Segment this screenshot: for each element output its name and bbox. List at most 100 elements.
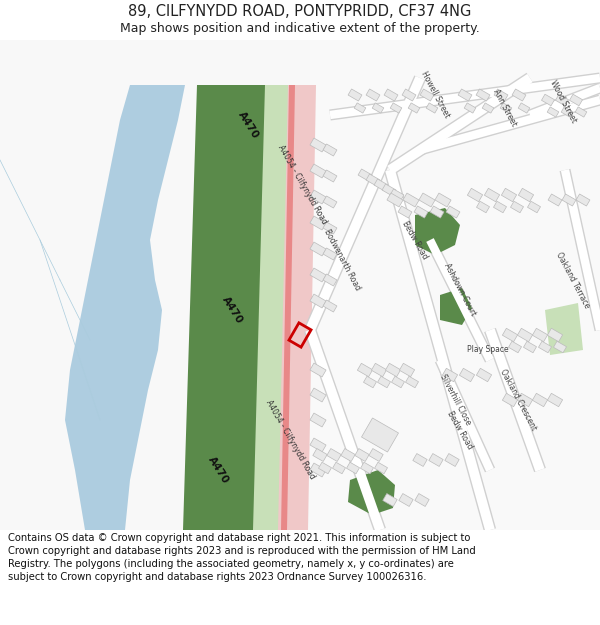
- Polygon shape: [415, 208, 460, 255]
- Polygon shape: [512, 89, 526, 101]
- Polygon shape: [413, 454, 427, 466]
- Polygon shape: [476, 89, 490, 101]
- Polygon shape: [547, 328, 563, 342]
- Polygon shape: [547, 393, 563, 407]
- Polygon shape: [518, 188, 533, 202]
- Polygon shape: [310, 463, 326, 477]
- Text: A4054 - Cilfynydd Road: A4054 - Cilfynydd Road: [263, 399, 316, 481]
- Polygon shape: [426, 103, 438, 113]
- Text: Oakland Terrace: Oakland Terrace: [554, 251, 592, 309]
- Polygon shape: [553, 341, 566, 352]
- Text: Contains OS data © Crown copyright and database right 2021. This information is : Contains OS data © Crown copyright and d…: [8, 533, 476, 582]
- Text: A470: A470: [206, 454, 230, 486]
- Polygon shape: [348, 470, 395, 515]
- Polygon shape: [419, 193, 435, 207]
- Text: Ann Street: Ann Street: [491, 88, 518, 128]
- Polygon shape: [387, 193, 403, 207]
- Polygon shape: [323, 144, 337, 156]
- Polygon shape: [310, 438, 326, 452]
- Text: Ashdown Court: Ashdown Court: [442, 262, 478, 318]
- Polygon shape: [508, 341, 521, 352]
- Polygon shape: [435, 193, 451, 207]
- Polygon shape: [310, 216, 326, 230]
- Polygon shape: [399, 494, 413, 506]
- Polygon shape: [390, 189, 404, 201]
- Polygon shape: [442, 368, 458, 382]
- Polygon shape: [323, 196, 337, 208]
- Polygon shape: [310, 363, 326, 377]
- Text: Oakland Crescent: Oakland Crescent: [498, 368, 538, 432]
- Text: Bodwenarth Road: Bodwenarth Road: [322, 228, 362, 292]
- Polygon shape: [391, 376, 404, 388]
- Polygon shape: [532, 328, 548, 342]
- Polygon shape: [562, 194, 576, 206]
- Polygon shape: [467, 188, 482, 202]
- Polygon shape: [341, 449, 355, 461]
- Polygon shape: [502, 393, 518, 407]
- Polygon shape: [538, 341, 551, 352]
- Polygon shape: [458, 89, 472, 101]
- Polygon shape: [476, 368, 491, 382]
- Polygon shape: [547, 107, 559, 117]
- Polygon shape: [278, 85, 316, 530]
- Text: 89, CILFYNYDD ROAD, PONTYPRIDD, CF37 4NG: 89, CILFYNYDD ROAD, PONTYPRIDD, CF37 4NG: [128, 4, 472, 19]
- Polygon shape: [518, 103, 530, 113]
- Polygon shape: [310, 294, 326, 308]
- Polygon shape: [494, 89, 508, 101]
- Polygon shape: [310, 164, 326, 178]
- Polygon shape: [415, 494, 429, 506]
- Polygon shape: [569, 94, 583, 106]
- Polygon shape: [446, 206, 460, 218]
- Polygon shape: [358, 169, 372, 181]
- Polygon shape: [402, 89, 416, 101]
- Text: A4054 - Cilfynydd Road: A4054 - Cilfynydd Road: [275, 144, 328, 226]
- Polygon shape: [517, 393, 533, 407]
- Text: Howell Street: Howell Street: [419, 70, 451, 120]
- Polygon shape: [403, 193, 419, 207]
- Polygon shape: [398, 206, 412, 218]
- Polygon shape: [408, 103, 420, 113]
- Polygon shape: [576, 194, 590, 206]
- Polygon shape: [430, 206, 444, 218]
- Text: Bedw Road: Bedw Road: [400, 219, 430, 261]
- Polygon shape: [517, 328, 533, 342]
- Polygon shape: [313, 449, 327, 461]
- Polygon shape: [310, 268, 326, 282]
- Polygon shape: [377, 376, 391, 388]
- Polygon shape: [374, 179, 388, 191]
- Polygon shape: [511, 201, 524, 212]
- Polygon shape: [327, 449, 341, 461]
- Polygon shape: [310, 138, 326, 152]
- Polygon shape: [310, 413, 326, 427]
- Polygon shape: [355, 449, 369, 461]
- Polygon shape: [500, 103, 512, 113]
- Polygon shape: [502, 328, 518, 342]
- Polygon shape: [361, 462, 374, 474]
- Text: A470: A470: [220, 294, 244, 326]
- Polygon shape: [548, 194, 562, 206]
- Polygon shape: [358, 363, 373, 377]
- Polygon shape: [362, 418, 398, 452]
- Polygon shape: [440, 288, 472, 325]
- Polygon shape: [323, 248, 337, 260]
- Polygon shape: [541, 94, 554, 106]
- Text: Play Space: Play Space: [467, 346, 509, 354]
- Polygon shape: [414, 206, 428, 218]
- Polygon shape: [348, 89, 362, 101]
- Polygon shape: [493, 201, 506, 212]
- Polygon shape: [310, 242, 326, 256]
- Polygon shape: [371, 363, 386, 377]
- Polygon shape: [372, 103, 384, 113]
- Polygon shape: [323, 274, 337, 286]
- Polygon shape: [323, 222, 337, 234]
- Polygon shape: [429, 454, 443, 466]
- Polygon shape: [323, 170, 337, 182]
- Polygon shape: [65, 85, 185, 530]
- Polygon shape: [346, 462, 359, 474]
- Polygon shape: [420, 89, 434, 101]
- Polygon shape: [400, 363, 415, 377]
- Polygon shape: [484, 188, 500, 202]
- Polygon shape: [253, 85, 290, 530]
- Text: Wood Street: Wood Street: [548, 79, 578, 125]
- Polygon shape: [382, 184, 396, 196]
